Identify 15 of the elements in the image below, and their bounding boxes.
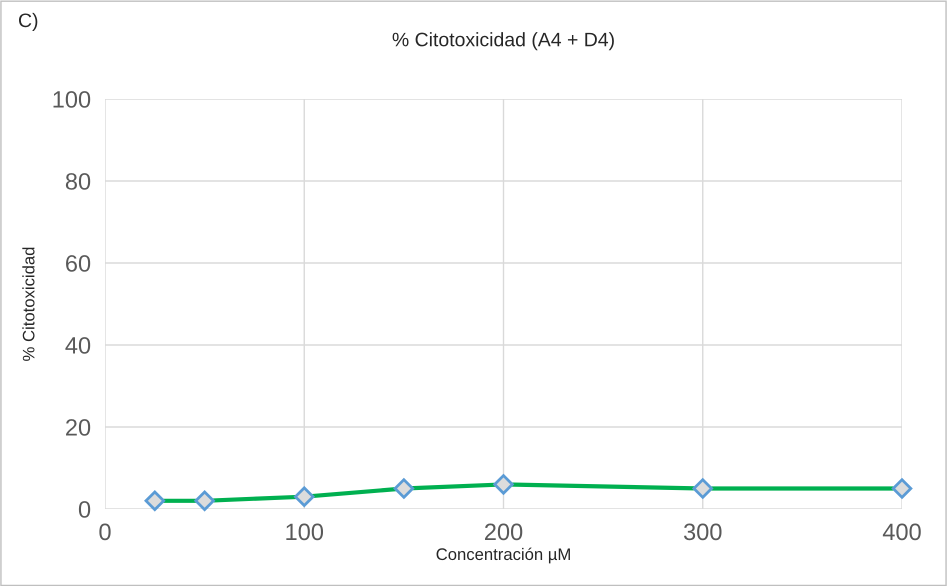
y-axis-title: % Citotoxicidad [22,248,35,361]
chart-title: % Citotoxicidad (A4 + D4) [392,32,614,50]
text: C) [18,12,38,32]
x-tick-label: 400 [882,524,921,540]
x-tick-label: 100 [286,524,324,540]
y-tick-label: 60 [66,255,90,272]
x-tick-label: 300 [684,524,722,540]
y-tick-label: 0 [78,501,90,518]
x-tick-label: 200 [484,524,522,540]
y-tick-label: 20 [66,419,90,436]
x-tick-label: 0 [99,524,111,540]
y-tick-label: 100 [54,91,90,108]
x-axis-title: Concentración µM [436,548,570,564]
y-tick-label: 80 [66,173,90,190]
y-tick-label: 40 [65,337,90,354]
